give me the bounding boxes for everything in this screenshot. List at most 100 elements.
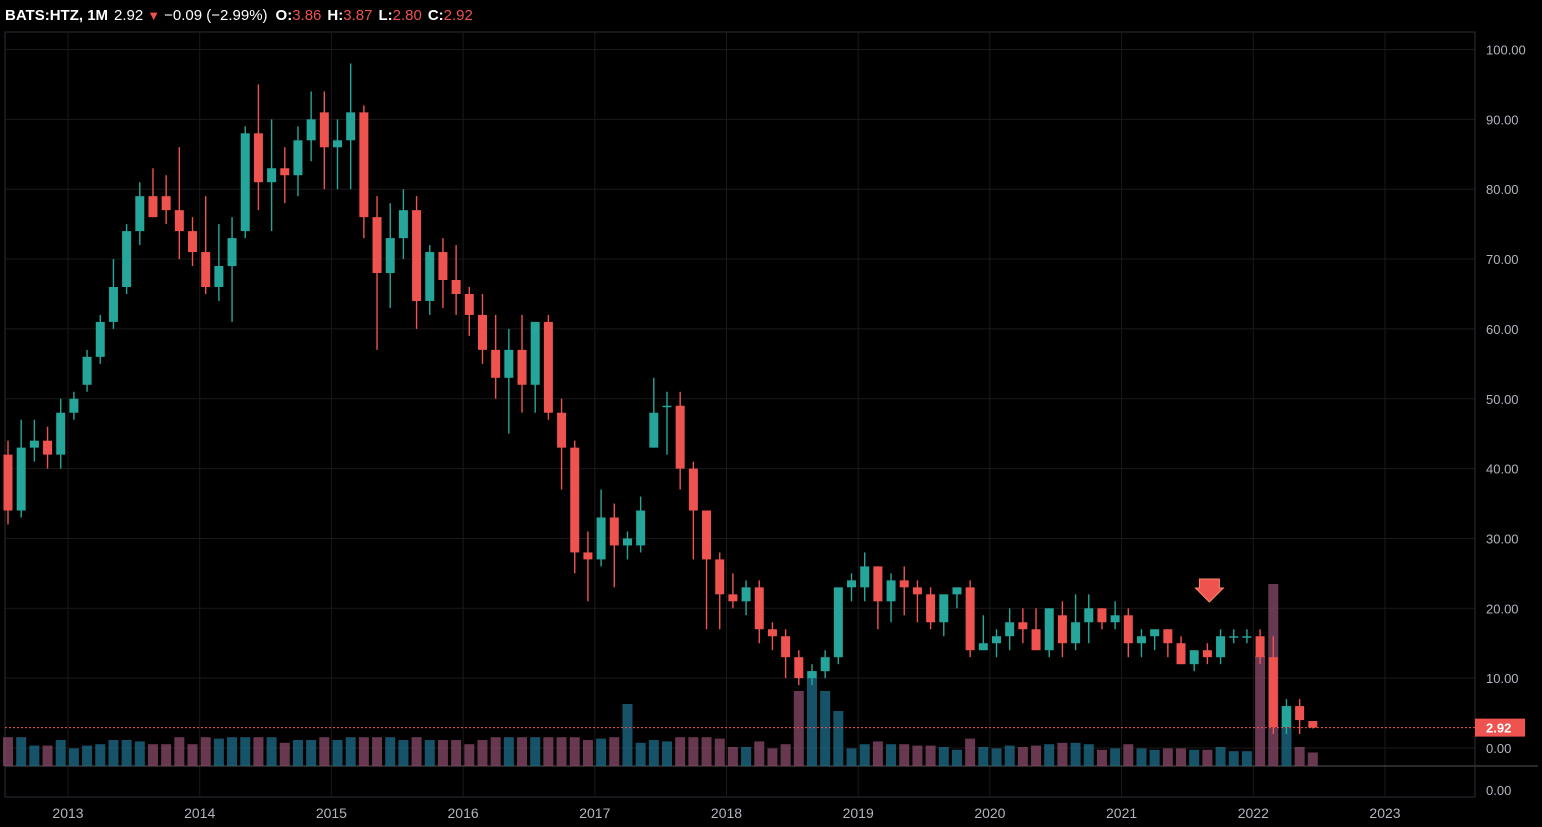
year-tick-label: 2018 bbox=[711, 805, 742, 821]
time-axis[interactable]: 2013 2014 2015 2016 2017 2018 2019 2020 2021 2022… bbox=[52, 805, 1400, 821]
candle-body bbox=[477, 314, 487, 350]
chart-grid bbox=[4, 31, 1538, 798]
candle-body bbox=[912, 587, 922, 595]
candle-body bbox=[1123, 615, 1133, 644]
candle-body bbox=[1018, 622, 1028, 630]
volume-bar bbox=[991, 748, 1002, 766]
candle-body bbox=[1031, 629, 1041, 651]
candle-body bbox=[293, 140, 303, 176]
volume-bar bbox=[688, 737, 699, 766]
volume-bar bbox=[1123, 744, 1134, 766]
volume-bar bbox=[965, 738, 976, 766]
volume-bar bbox=[859, 744, 870, 766]
candle-body bbox=[1150, 629, 1160, 637]
candle-body bbox=[438, 252, 448, 281]
volume-bar bbox=[1044, 744, 1055, 766]
plot-frame bbox=[4, 31, 1476, 798]
price-tick-label: 0.00 bbox=[1486, 741, 1511, 756]
volume-bar bbox=[1176, 748, 1187, 766]
candle-body bbox=[833, 587, 843, 658]
candle-body bbox=[1242, 636, 1252, 638]
volume-bar bbox=[1294, 747, 1305, 766]
volume-bar bbox=[240, 737, 251, 766]
close-value: 2.92 bbox=[443, 6, 473, 24]
volume-bar bbox=[161, 744, 172, 766]
volume-bar bbox=[385, 737, 396, 766]
year-tick-label: 2015 bbox=[316, 805, 347, 821]
candle-body bbox=[807, 671, 817, 679]
volume-bar bbox=[872, 741, 883, 766]
candle-body bbox=[794, 657, 804, 679]
volume-bar bbox=[319, 737, 330, 766]
volume-bar bbox=[1083, 744, 1094, 766]
candle-body bbox=[491, 349, 501, 378]
candle-body bbox=[543, 321, 553, 413]
candle-body bbox=[319, 112, 329, 148]
high-value: 3.87 bbox=[343, 6, 373, 24]
candle-body bbox=[69, 398, 79, 413]
volume-bar bbox=[187, 744, 198, 766]
candle-body bbox=[1071, 622, 1081, 644]
volume-bar bbox=[754, 741, 765, 766]
year-tick-label: 2017 bbox=[579, 805, 610, 821]
candle-body bbox=[583, 552, 593, 560]
candle-body bbox=[675, 405, 685, 469]
candle-body bbox=[873, 566, 883, 602]
candle-body bbox=[227, 238, 237, 267]
candle-body bbox=[886, 580, 896, 602]
volume-bar bbox=[29, 745, 40, 766]
candle-body bbox=[622, 538, 632, 546]
volume-bar bbox=[833, 711, 844, 766]
symbol-label[interactable]: BATS:HTZ, 1M bbox=[5, 6, 109, 24]
candle-body bbox=[1202, 650, 1212, 658]
candle-body bbox=[201, 252, 211, 287]
volume-bar bbox=[121, 740, 132, 766]
open-value: 3.86 bbox=[292, 6, 322, 24]
volume-bar bbox=[609, 737, 620, 766]
volume-bar bbox=[543, 737, 554, 766]
year-tick-label: 2023 bbox=[1369, 805, 1400, 821]
price-axis[interactable]: 100.00 90.00 80.00 70.00 60.00 50.00 40.00 30.0… bbox=[1486, 43, 1526, 799]
volume-bar bbox=[951, 749, 962, 766]
candle-body bbox=[649, 412, 659, 448]
volume-bar bbox=[1004, 745, 1015, 766]
price-tick-label: 60.00 bbox=[1486, 322, 1519, 337]
low-label: L: bbox=[378, 6, 393, 24]
volume-bar bbox=[569, 737, 580, 766]
volume-bar bbox=[147, 744, 158, 766]
candle-body bbox=[530, 321, 540, 385]
candle-body bbox=[1044, 608, 1054, 651]
candle-body bbox=[385, 238, 395, 274]
candle-body bbox=[3, 454, 13, 511]
candle-body bbox=[860, 566, 870, 588]
volume-bar bbox=[846, 748, 857, 766]
volume-bar bbox=[727, 747, 738, 766]
volume-bar bbox=[806, 671, 817, 766]
volume-bar bbox=[648, 740, 659, 766]
price-tick-label: 70.00 bbox=[1486, 252, 1519, 267]
candle-body bbox=[570, 447, 580, 553]
year-tick-label: 2020 bbox=[974, 805, 1005, 821]
candle-body bbox=[398, 210, 408, 239]
candle-body bbox=[174, 210, 184, 232]
volume-bar bbox=[1307, 752, 1318, 766]
candle-body bbox=[1136, 636, 1146, 644]
down-arrow-marker-icon bbox=[1194, 578, 1225, 603]
volume-bar bbox=[411, 737, 422, 766]
last-price-badge bbox=[1475, 718, 1525, 737]
candle-body bbox=[306, 119, 316, 141]
volume-bar bbox=[517, 737, 528, 766]
volume-tick-label: 0.00 bbox=[1486, 783, 1511, 798]
year-tick-label: 2019 bbox=[843, 805, 874, 821]
candle-body bbox=[1255, 636, 1265, 658]
candle-body bbox=[451, 280, 461, 294]
low-value: 2.80 bbox=[392, 6, 422, 24]
volume-bars bbox=[3, 584, 1318, 766]
volume-bar bbox=[477, 740, 488, 766]
candle-body bbox=[161, 196, 171, 211]
volume-bar bbox=[451, 740, 462, 766]
candle-body bbox=[1084, 608, 1094, 623]
candle-body bbox=[517, 349, 527, 385]
volume-bar bbox=[622, 704, 633, 766]
